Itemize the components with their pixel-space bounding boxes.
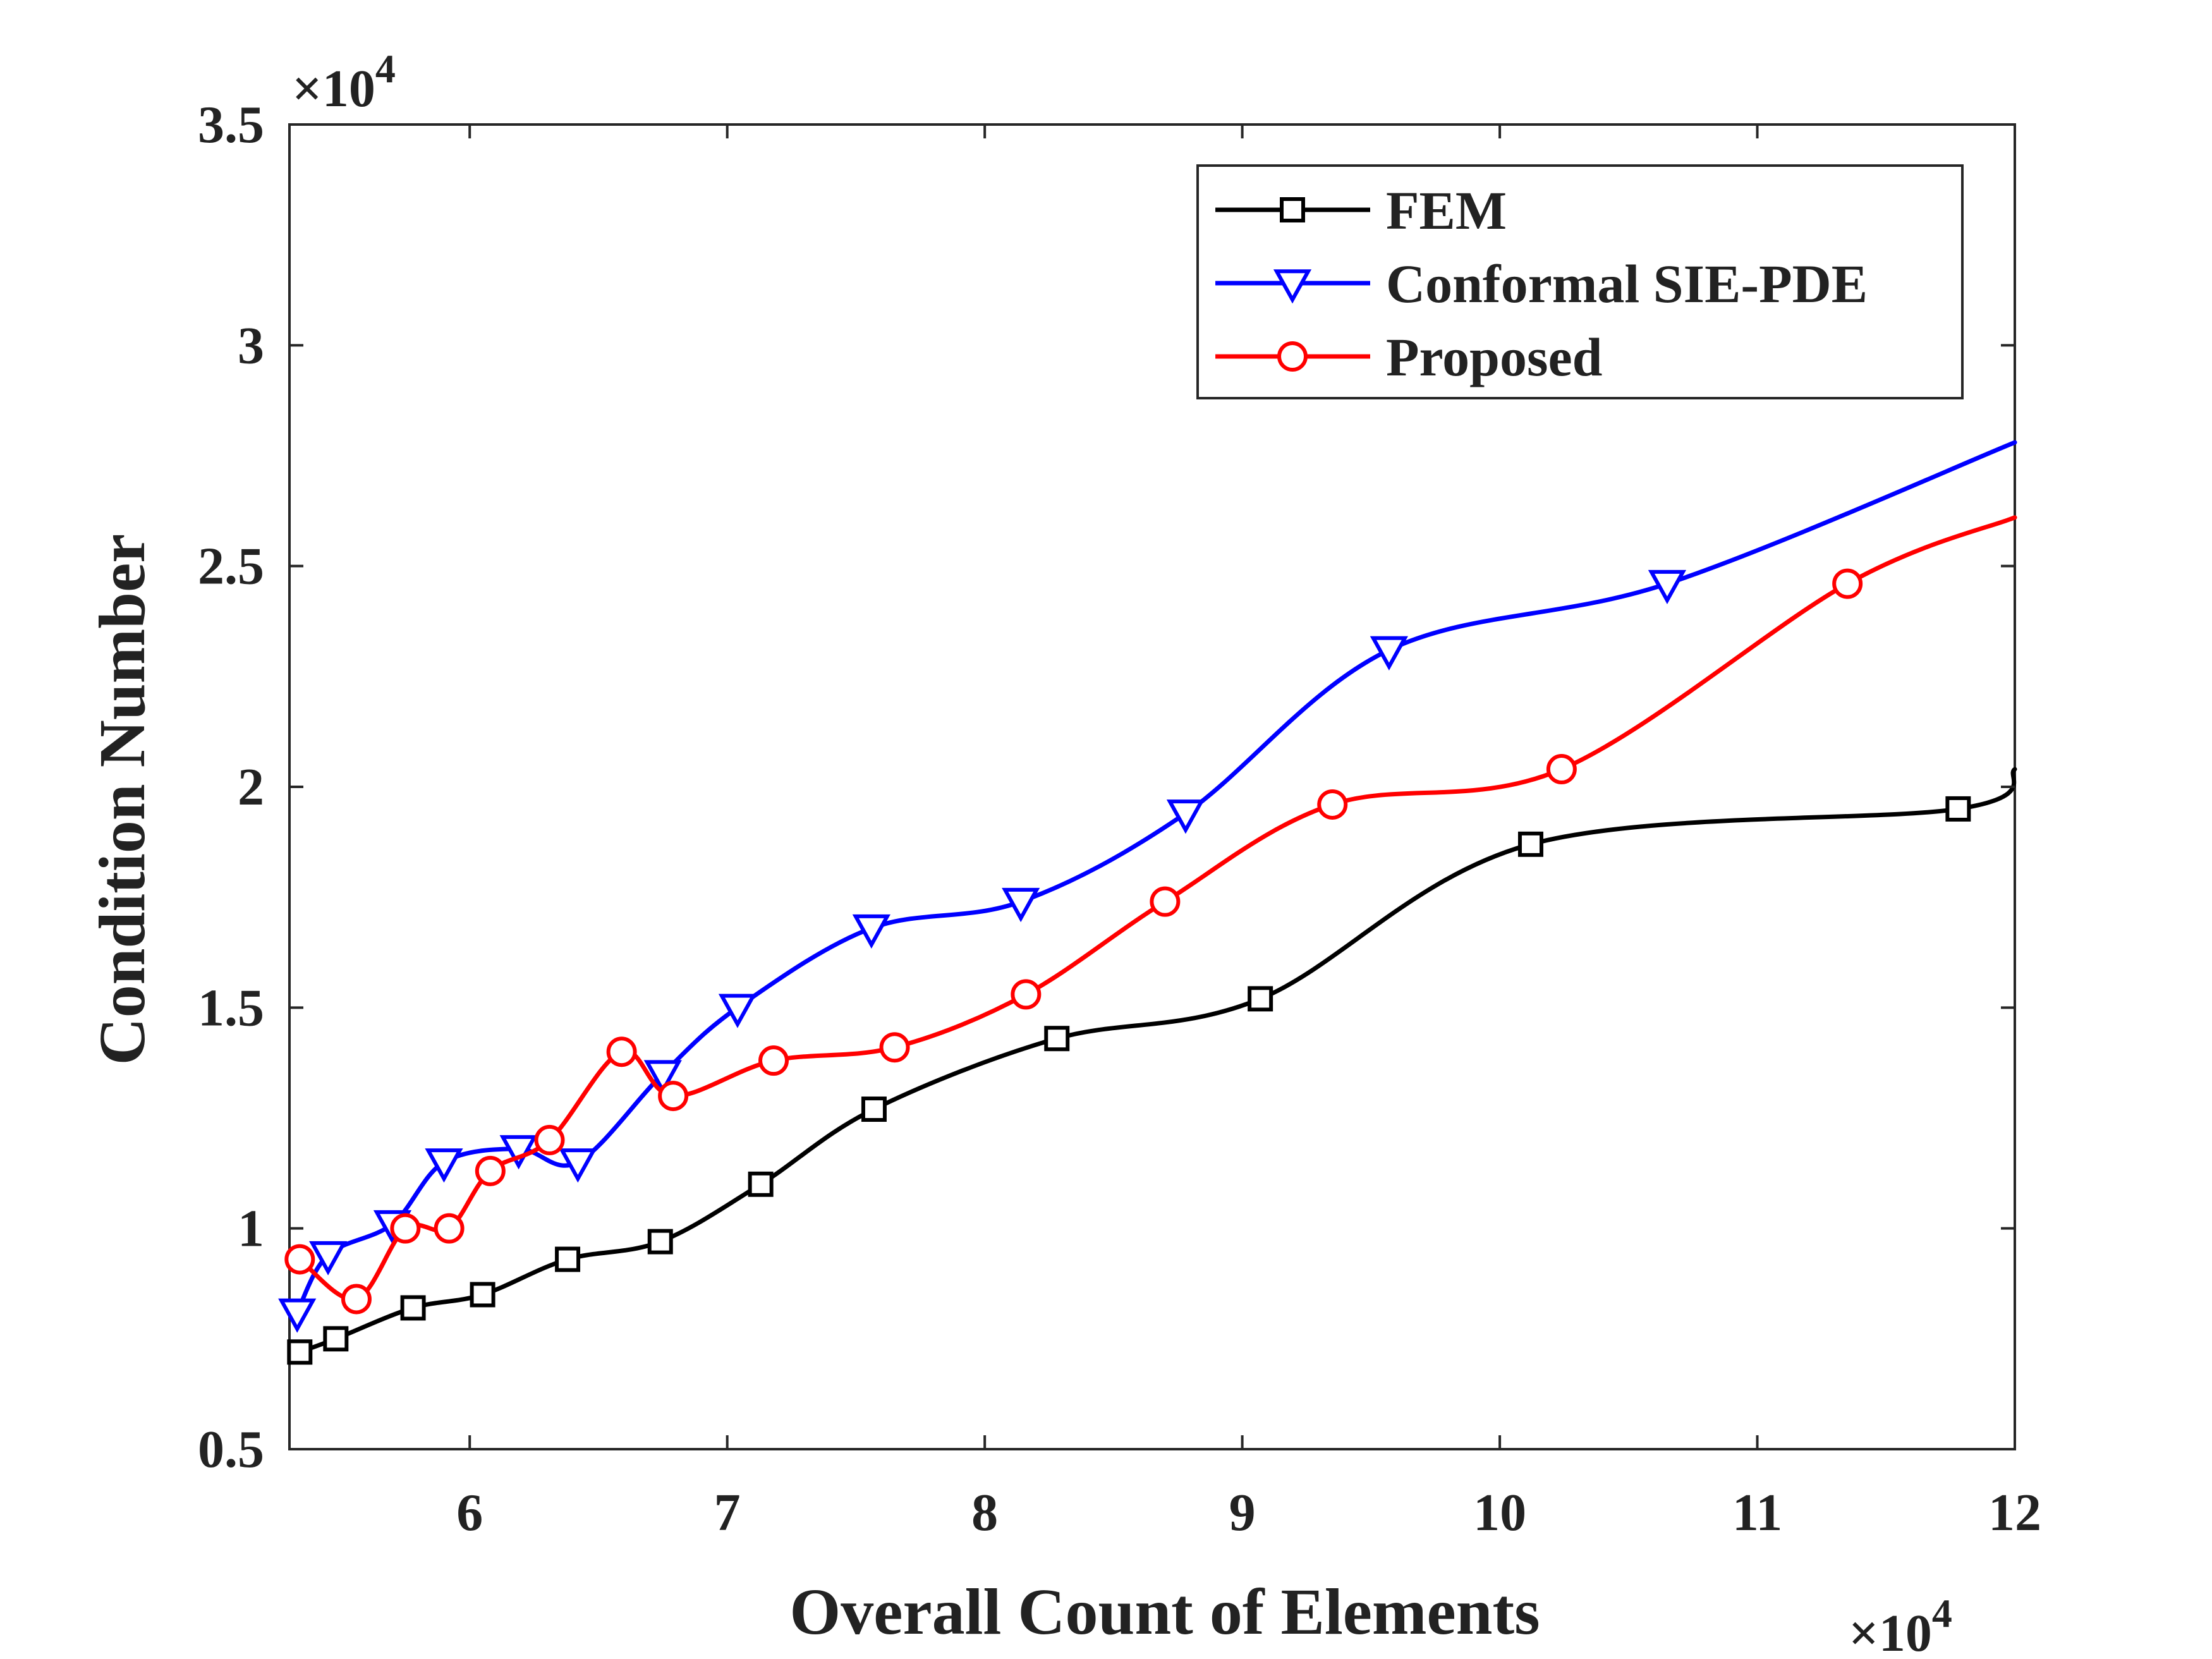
series-line-conformal-sie-pde <box>295 440 2017 1315</box>
data-point-fem <box>1044 1026 1070 1052</box>
y-tick-label: 0.5 <box>198 1420 264 1479</box>
data-point-conformal-sie-pde <box>1648 569 1687 605</box>
data-point-fem <box>861 1097 887 1122</box>
data-point-proposed <box>475 1155 506 1186</box>
data-point-conformal-sie-pde <box>278 1298 317 1333</box>
data-point-fem <box>555 1246 581 1272</box>
y-axis-title: Condition Number <box>86 534 159 1066</box>
data-point-conformal-sie-pde <box>852 914 890 949</box>
data-point-proposed <box>341 1284 372 1315</box>
x-tick-label: 6 <box>456 1483 483 1542</box>
data-point-fem <box>1248 986 1273 1012</box>
data-point-proposed <box>606 1036 637 1067</box>
y-tick-label: 1.5 <box>198 978 264 1037</box>
data-point-proposed <box>284 1244 315 1275</box>
data-point-proposed <box>1832 568 1863 599</box>
y-exponent-label: ×104 <box>292 46 396 118</box>
data-point-proposed <box>390 1213 421 1244</box>
data-point-conformal-sie-pde <box>718 994 757 1028</box>
legend-marker-proposed <box>1277 341 1308 372</box>
legend-label-conformal-sie-pde: Conformal SIE-PDE <box>1386 253 1868 314</box>
axis-text: 6 7 8 9 10 11 12 0.5 1 1.5 2 2.5 3 3.5 Overall Count o… <box>86 46 2041 1659</box>
legend-label-fem: FEM <box>1386 180 1507 241</box>
data-point-proposed <box>879 1032 910 1063</box>
data-point-conformal-sie-pde <box>1370 636 1408 671</box>
data-point-fem <box>1517 831 1543 857</box>
x-axis-title: Overall Count of Elements <box>789 1576 1540 1648</box>
data-point-fem <box>748 1171 774 1197</box>
data-point-fem <box>400 1295 426 1321</box>
legend-marker-fem <box>1280 197 1305 222</box>
x-tick-label: 12 <box>1988 1483 2041 1542</box>
data-point-conformal-sie-pde <box>425 1148 463 1183</box>
data-point-fem <box>647 1229 673 1255</box>
x-tick-label: 10 <box>1473 1483 1526 1542</box>
y-tick-label: 2 <box>238 758 264 817</box>
x-tick-label: 11 <box>1732 1483 1782 1542</box>
legend-label-proposed: Proposed <box>1386 327 1602 387</box>
axis-ticks <box>289 123 2016 1450</box>
data-point-proposed <box>434 1213 465 1244</box>
y-tick-label: 3 <box>238 316 264 375</box>
data-point-fem <box>287 1339 313 1365</box>
y-tick-label: 2.5 <box>198 537 264 596</box>
data-point-proposed <box>1011 979 1042 1010</box>
data-point-conformal-sie-pde <box>559 1148 597 1183</box>
data-point-proposed <box>1317 789 1348 820</box>
data-point-conformal-sie-pde <box>1002 887 1040 923</box>
data-point-proposed <box>658 1081 689 1112</box>
y-tick-label: 3.5 <box>198 95 264 154</box>
x-tick-label: 9 <box>1229 1483 1256 1542</box>
data-point-proposed <box>758 1045 789 1076</box>
data-point-conformal-sie-pde <box>309 1241 348 1276</box>
data-point-fem <box>1945 796 1971 822</box>
plot-area <box>278 123 2017 1450</box>
data-point-fem <box>323 1326 349 1352</box>
y-tick-label: 1 <box>238 1200 264 1258</box>
x-exponent-label: ×104 <box>1849 1591 1952 1659</box>
data-point-proposed <box>1546 754 1577 785</box>
data-point-conformal-sie-pde <box>499 1135 538 1170</box>
data-point-conformal-sie-pde <box>643 1060 682 1095</box>
legend: FEM Conformal SIE-PDE Proposed <box>1196 164 1964 399</box>
data-point-fem <box>470 1282 495 1308</box>
data-point-proposed <box>534 1124 565 1155</box>
x-tick-label: 8 <box>971 1483 998 1542</box>
data-point-proposed <box>1150 886 1181 917</box>
legend-marker-conformal-sie-pde <box>1273 269 1312 304</box>
data-point-conformal-sie-pde <box>1166 799 1205 834</box>
x-tick-label: 7 <box>714 1483 741 1542</box>
